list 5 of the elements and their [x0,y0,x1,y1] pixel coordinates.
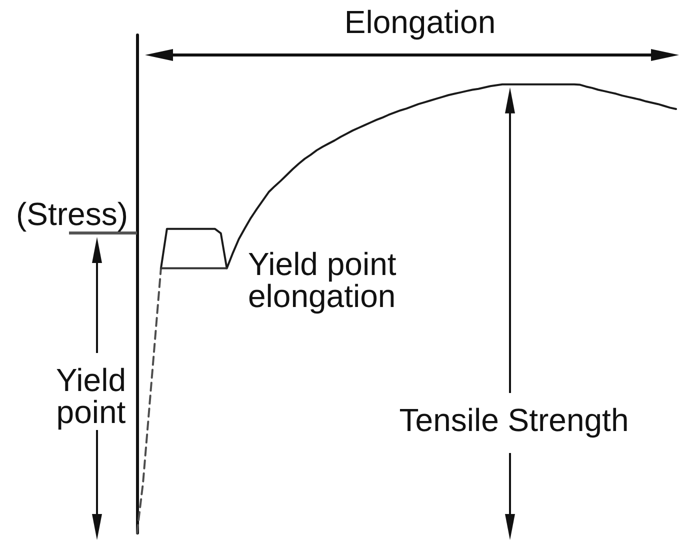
annotation: Tensile Strength [399,402,629,438]
x-axis-title: Elongation [344,4,496,40]
annotation: Yield point elongation [248,246,398,314]
y-axis-title: (Stress) [16,196,128,232]
text: Yield point [56,362,126,430]
